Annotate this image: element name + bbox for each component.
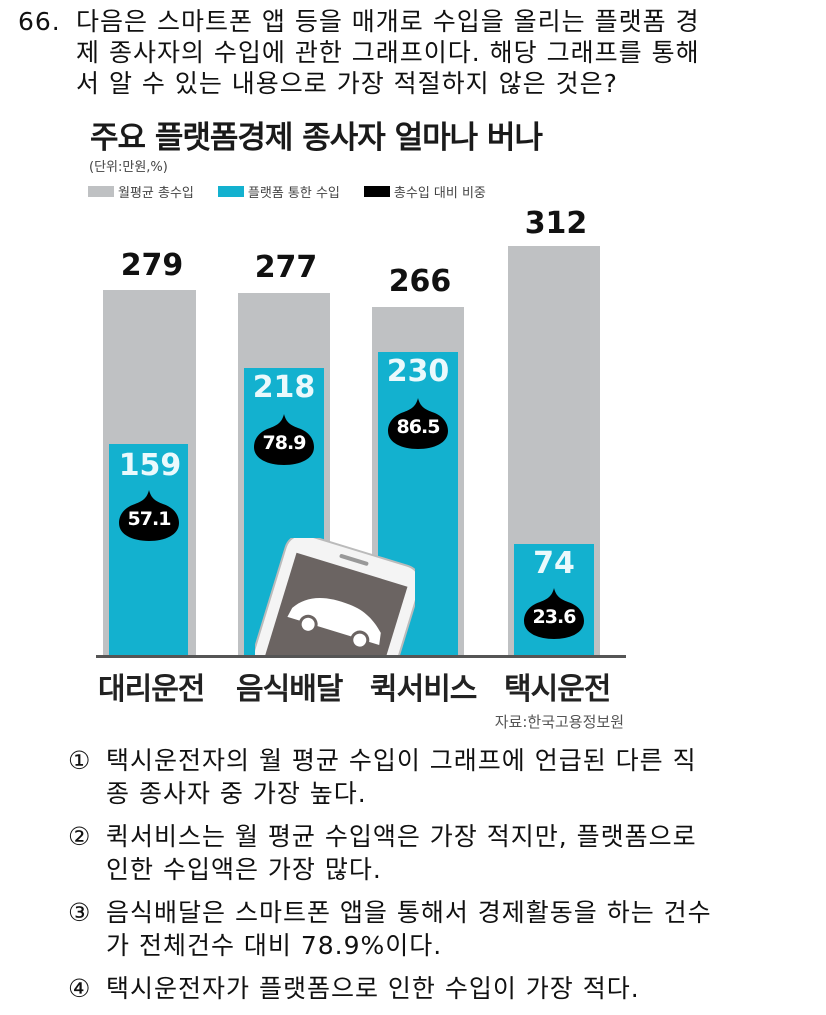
share-value: 86.5 bbox=[396, 416, 441, 438]
option-text: 택시운전자가 플랫폼으로 인한 수입이 가장 적다. bbox=[106, 974, 640, 1003]
option-text: 종 종사자 중 가장 높다. bbox=[106, 779, 367, 808]
option-text: 가 전체건수 대비 78.9%이다. bbox=[106, 931, 443, 960]
total-value: 277 bbox=[254, 250, 318, 285]
legend-item-share: 총수입 대비 비중 bbox=[363, 182, 486, 201]
option-2[interactable]: ② 퀵서비스는 월 평균 수입액은 가장 적지만, 플랫폼으로 인한 수입액은 … bbox=[68, 820, 808, 886]
bar-platform bbox=[109, 444, 188, 655]
bar-chart: 주요 플랫폼경제 종사자 얼마나 버나 (단위:만원,%) 월평균 총수입 플랫… bbox=[80, 108, 640, 738]
legend-item-platform: 플랫폼 통한 수입 bbox=[217, 182, 340, 201]
legend-label: 월평균 총수입 bbox=[118, 186, 194, 201]
share-value: 78.9 bbox=[262, 432, 307, 454]
option-text: 택시운전자의 월 평균 수입이 그래프에 언급된 다른 직 bbox=[106, 746, 697, 775]
option-4[interactable]: ④ 택시운전자가 플랫폼으로 인한 수입이 가장 적다. bbox=[68, 972, 808, 1005]
category-label: 대리운전 bbox=[98, 672, 205, 707]
chart-source: 자료:한국고용정보원 bbox=[494, 713, 624, 731]
option-marker: ② bbox=[68, 822, 92, 851]
share-value: 23.6 bbox=[532, 606, 577, 628]
category-label: 음식배달 bbox=[236, 672, 343, 707]
option-3[interactable]: ③ 음식배달은 스마트폰 앱을 통해서 경제활동을 하는 건수 가 전체건수 대… bbox=[68, 896, 808, 962]
legend-label: 플랫폼 통한 수입 bbox=[247, 186, 340, 201]
legend-swatch-gray bbox=[88, 186, 114, 197]
x-axis bbox=[96, 655, 626, 658]
legend-swatch-black bbox=[363, 186, 390, 197]
chart-unit: (단위:만원,%) bbox=[89, 160, 168, 175]
share-value: 57.1 bbox=[127, 508, 172, 530]
share-drop-icon: 86.5 bbox=[386, 398, 450, 450]
category-label: 퀵서비스 bbox=[370, 672, 477, 707]
chart-legend: 월평균 총수입 플랫폼 통한 수입 총수입 대비 비중 bbox=[88, 182, 486, 201]
question-number: 66. bbox=[18, 7, 61, 36]
option-marker: ① bbox=[68, 746, 92, 775]
smartphone-car-icon bbox=[250, 533, 422, 712]
platform-value: 159 bbox=[118, 448, 182, 483]
share-drop-icon: 23.6 bbox=[522, 588, 586, 640]
question-line: 제 종사자의 수입에 관한 그래프이다. 해당 그래프를 통해 bbox=[76, 38, 700, 67]
option-text: 음식배달은 스마트폰 앱을 통해서 경제활동을 하는 건수 bbox=[106, 898, 712, 927]
platform-value: 218 bbox=[252, 370, 316, 405]
option-1[interactable]: ① 택시운전자의 월 평균 수입이 그래프에 언급된 다른 직 종 종사자 중 … bbox=[68, 744, 808, 810]
platform-value: 230 bbox=[386, 354, 450, 389]
option-marker: ④ bbox=[68, 974, 92, 1003]
share-drop-icon: 78.9 bbox=[252, 414, 316, 466]
total-value: 266 bbox=[388, 264, 452, 299]
question-line: 서 알 수 있는 내용으로 가장 적절하지 않은 것은? bbox=[76, 69, 618, 98]
total-value: 279 bbox=[120, 248, 184, 283]
category-label: 택시운전 bbox=[504, 672, 611, 707]
chart-title: 주요 플랫폼경제 종사자 얼마나 버나 bbox=[90, 120, 543, 156]
option-marker: ③ bbox=[68, 898, 92, 927]
legend-label: 총수입 대비 비중 bbox=[393, 186, 486, 201]
answer-options: ① 택시운전자의 월 평균 수입이 그래프에 언급된 다른 직 종 종사자 중 … bbox=[68, 744, 808, 1015]
option-text: 퀵서비스는 월 평균 수입액은 가장 적지만, 플랫폼으로 bbox=[106, 822, 697, 851]
question-line: 다음은 스마트폰 앱 등을 매개로 수입을 올리는 플랫폼 경 bbox=[76, 7, 700, 36]
legend-swatch-cyan bbox=[217, 186, 244, 197]
legend-item-total: 월평균 총수입 bbox=[88, 182, 194, 201]
option-text: 인한 수입액은 가장 많다. bbox=[106, 855, 382, 884]
platform-value: 74 bbox=[533, 546, 575, 581]
total-value: 312 bbox=[524, 206, 588, 241]
share-drop-icon: 57.1 bbox=[117, 490, 181, 542]
